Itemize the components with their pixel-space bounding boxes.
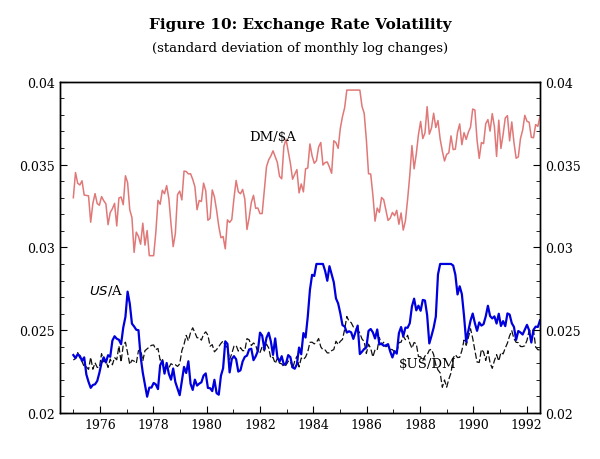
Text: DM/$A: DM/$A bbox=[250, 130, 296, 144]
Text: $US/DM: $US/DM bbox=[398, 358, 456, 371]
Text: $US/$A: $US/$A bbox=[89, 283, 124, 297]
Title: (standard deviation of monthly log changes): (standard deviation of monthly log chang… bbox=[152, 42, 448, 55]
Text: Figure 10: Exchange Rate Volatility: Figure 10: Exchange Rate Volatility bbox=[149, 18, 451, 32]
